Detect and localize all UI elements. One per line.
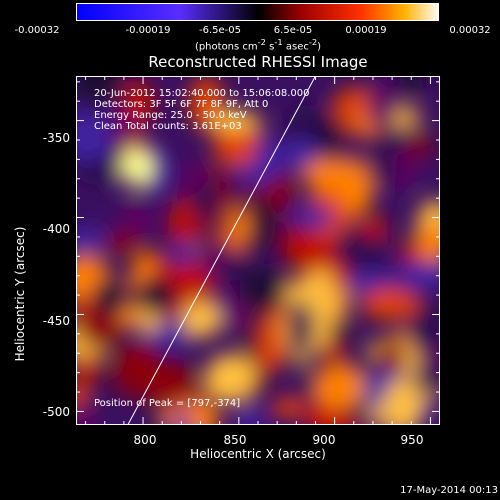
y-tick-label: -350 <box>42 131 70 145</box>
chart-title: Reconstructed RHESSI Image <box>148 53 368 71</box>
annotation-clean-counts: Clean Total counts: 3.61E+03 <box>94 121 242 132</box>
colorbar-units: (photons cm-2 s-1 asec-2) <box>194 37 322 53</box>
y-tick-label: -400 <box>42 222 70 236</box>
y-tick-label: -500 <box>42 405 70 419</box>
annotation-energy-range: Energy Range: 25.0 - 50.0 keV <box>94 110 247 121</box>
colorbar <box>76 3 439 21</box>
y-tick-label: -450 <box>42 314 70 328</box>
colorbar-tick-label: -6.5e-05 <box>199 25 241 36</box>
colorbar-tick-label: 0.00019 <box>345 25 387 36</box>
colorbar-tick-label: -0.00019 <box>125 25 171 36</box>
x-tick-label: 950 <box>400 433 424 447</box>
annotation-detectors: Detectors: 3F 5F 6F 7F 8F 9F, Att 0 <box>94 99 269 110</box>
annotation-time-range: 20-Jun-2012 15:02:40.000 to 15:06:08.000 <box>94 88 310 99</box>
x-tick-label: 850 <box>223 433 247 447</box>
colorbar-tick-label: 6.5e-05 <box>273 25 313 36</box>
y-axis-label: Heliocentric Y (arcsec) <box>13 226 27 362</box>
colorbar-tick-label: -0.00032 <box>14 25 60 36</box>
colorbar-tick-label: 0.00032 <box>449 25 491 36</box>
plot-area <box>76 76 440 425</box>
x-axis-label: Heliocentric X (arcsec) <box>190 447 326 461</box>
annotation-peak-position: Position of Peak = [797,-374] <box>94 398 241 409</box>
timestamp: 17-May-2014 00:13 <box>400 485 498 496</box>
x-tick-label: 800 <box>133 433 157 447</box>
x-tick-label: 900 <box>312 433 336 447</box>
solar-limb-line <box>127 76 316 425</box>
peak-source <box>121 147 154 188</box>
reconstructed-image <box>76 76 440 425</box>
axis-ticks <box>76 76 440 425</box>
